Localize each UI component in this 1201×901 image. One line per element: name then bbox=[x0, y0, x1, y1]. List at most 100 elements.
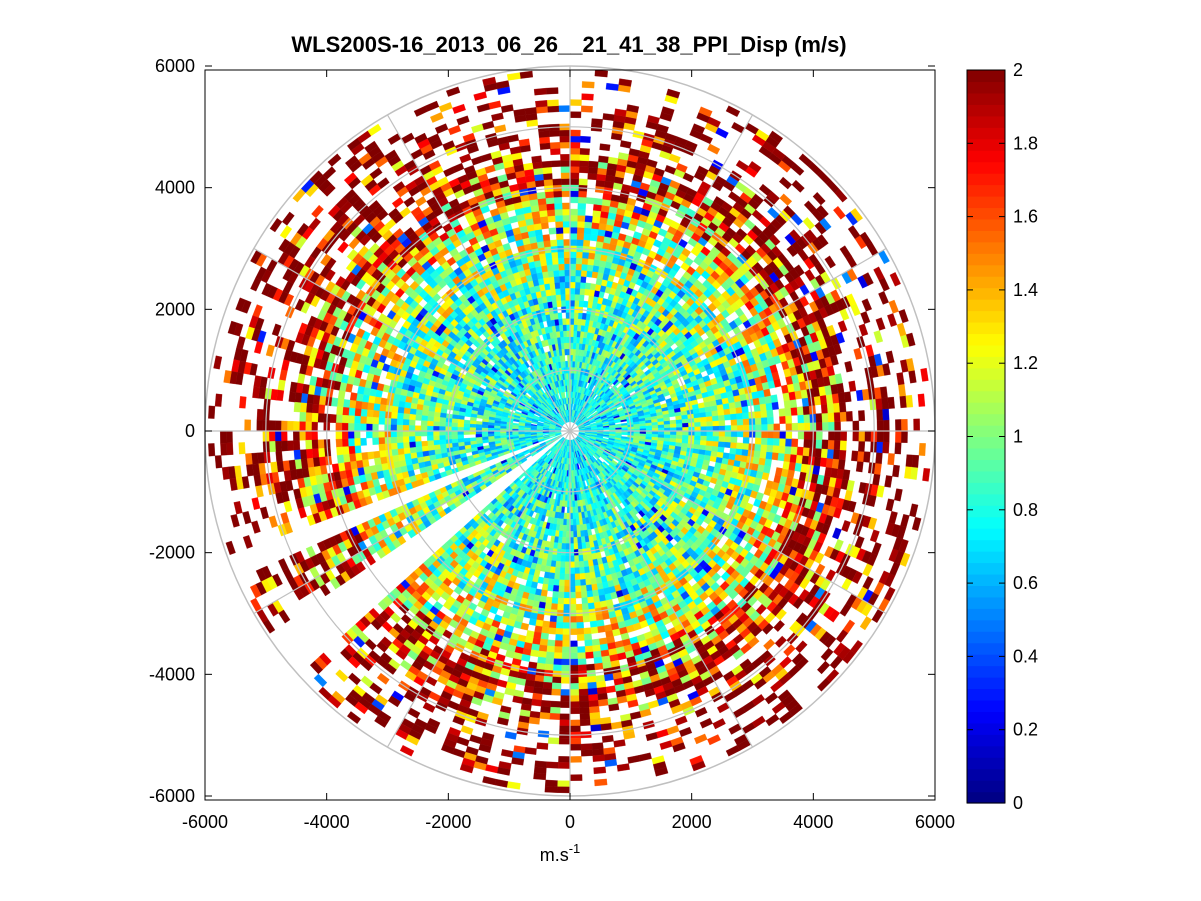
ppi-cell bbox=[581, 312, 587, 320]
ppi-cell bbox=[392, 399, 400, 408]
ppi-cell bbox=[558, 591, 565, 599]
ppi-cell bbox=[730, 430, 738, 437]
ppi-cell bbox=[557, 257, 565, 265]
ppi-cell bbox=[457, 419, 465, 424]
ppi-cell bbox=[409, 408, 417, 415]
ppi-cell bbox=[569, 573, 576, 581]
ppi-cell bbox=[552, 591, 559, 599]
ppi-cell bbox=[559, 518, 564, 526]
ppi-cell bbox=[574, 281, 581, 289]
ppi-cell bbox=[569, 598, 577, 605]
ppi-cell bbox=[700, 421, 707, 427]
ppi-cell bbox=[575, 269, 582, 277]
ppi-cell bbox=[572, 336, 577, 344]
ppi-cell bbox=[559, 573, 566, 581]
ppi-cell bbox=[560, 561, 566, 568]
ppi-cell bbox=[575, 263, 582, 271]
ppi-cell bbox=[475, 424, 483, 429]
ppi-cell bbox=[580, 585, 588, 592]
ppi-cell bbox=[736, 442, 744, 450]
ppi-cell bbox=[560, 555, 566, 562]
ppi-cell bbox=[569, 591, 576, 599]
ppi-cell bbox=[554, 288, 561, 296]
ppi-cell bbox=[541, 583, 549, 591]
ppi-cell bbox=[724, 436, 732, 443]
ppi-cell bbox=[554, 282, 561, 289]
ppi-cell bbox=[574, 561, 580, 568]
ppi-cell bbox=[557, 597, 565, 605]
ppi-cell bbox=[572, 518, 577, 526]
ppi-cell bbox=[546, 559, 552, 567]
ppi-cell bbox=[402, 430, 410, 437]
ppi-cell bbox=[558, 536, 563, 544]
ppi-cell bbox=[549, 572, 556, 580]
ppi-cell bbox=[676, 422, 683, 428]
ppi-cell bbox=[543, 571, 551, 579]
ppi-cell bbox=[575, 591, 582, 599]
ppi-cell bbox=[657, 433, 665, 438]
ppi-cell bbox=[569, 263, 576, 271]
ppi-cell bbox=[559, 281, 566, 289]
ppi-cell bbox=[712, 440, 719, 447]
ppi-cell bbox=[396, 412, 404, 420]
ppi-cell bbox=[586, 584, 593, 592]
ppi-cell bbox=[699, 439, 707, 446]
ppi-cell bbox=[546, 320, 552, 328]
ppi-cell bbox=[550, 560, 557, 568]
ppi-cell bbox=[706, 435, 714, 442]
ppi-cell bbox=[581, 603, 589, 611]
ppi-cell bbox=[711, 445, 719, 452]
ppi-cell bbox=[569, 312, 575, 319]
ppi-cell bbox=[397, 448, 405, 456]
ppi-cell bbox=[718, 430, 726, 437]
ppi-cell bbox=[579, 566, 586, 574]
ppi-cell bbox=[730, 413, 738, 420]
ppi-cell bbox=[712, 430, 720, 437]
ppi-cell bbox=[669, 423, 677, 428]
ppi-cell bbox=[559, 524, 564, 532]
ppi-cell bbox=[391, 405, 399, 414]
ppi-cell bbox=[710, 450, 718, 458]
ppi-cell bbox=[592, 265, 600, 273]
ppi-cell bbox=[573, 543, 579, 550]
ppi-cell bbox=[487, 425, 495, 429]
ppi-cell bbox=[572, 348, 576, 356]
ppi-cell bbox=[398, 400, 406, 408]
ppi-cell bbox=[402, 442, 410, 449]
ppi-cell bbox=[396, 430, 403, 438]
ppi-cell bbox=[586, 590, 594, 598]
ppi-cell bbox=[737, 424, 744, 432]
ppi-cell bbox=[700, 426, 708, 432]
ppi-cell bbox=[728, 401, 736, 409]
ppi-cell bbox=[402, 413, 410, 420]
ppi-cell bbox=[712, 425, 720, 432]
ppi-cell bbox=[577, 312, 583, 320]
ppi-cell bbox=[573, 530, 578, 538]
ppi-cell bbox=[415, 441, 422, 448]
ppi-cell bbox=[694, 426, 701, 432]
ppi-cell bbox=[564, 573, 571, 581]
ppi-cell bbox=[663, 423, 671, 428]
ppi-cell bbox=[576, 330, 581, 338]
ppi-cell bbox=[554, 573, 561, 580]
ppi-cell bbox=[563, 239, 571, 246]
ppi-cell bbox=[718, 420, 726, 426]
ppi-cell bbox=[572, 354, 576, 362]
ppi-cell bbox=[390, 430, 397, 438]
ppi-cell bbox=[564, 591, 571, 599]
ppi-cell bbox=[552, 270, 560, 277]
ppi-cell bbox=[569, 257, 577, 264]
ppi-cell bbox=[569, 251, 577, 258]
ppi-cell bbox=[693, 443, 701, 450]
ppi-cell bbox=[378, 437, 386, 445]
ppi-cell bbox=[565, 555, 571, 562]
ppi-cell bbox=[722, 452, 730, 460]
ppi-cell bbox=[408, 419, 416, 426]
ppi-cell bbox=[560, 300, 566, 307]
ppi-cell bbox=[544, 252, 553, 260]
ppi-cell bbox=[421, 445, 429, 452]
ppi-cell bbox=[645, 436, 653, 440]
ppi-cell bbox=[592, 589, 600, 597]
ppi-cell bbox=[573, 537, 579, 544]
ppi-cell bbox=[563, 336, 568, 344]
